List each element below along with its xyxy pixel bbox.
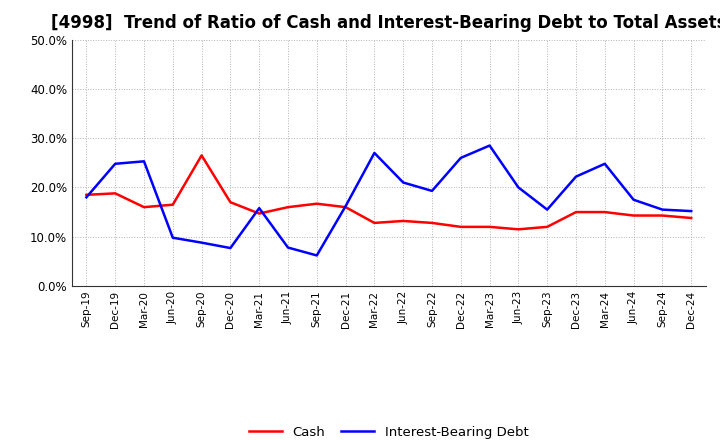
Cash: [312, 201, 321, 206]
Cash: [370, 220, 379, 226]
Cash: [658, 213, 667, 218]
Cash: [428, 220, 436, 226]
Interest-Bearing Debt: [456, 155, 465, 161]
Interest-Bearing Debt: [140, 159, 148, 164]
Interest-Bearing Debt: [312, 253, 321, 258]
Interest-Bearing Debt: [543, 207, 552, 212]
Legend: Cash, Interest-Bearing Debt: Cash, Interest-Bearing Debt: [244, 421, 534, 440]
Cash: [168, 202, 177, 207]
Interest-Bearing Debt: [370, 150, 379, 156]
Interest-Bearing Debt: [658, 207, 667, 212]
Cash: [456, 224, 465, 230]
Line: Cash: Cash: [86, 155, 691, 229]
Interest-Bearing Debt: [111, 161, 120, 166]
Title: [4998]  Trend of Ratio of Cash and Interest-Bearing Debt to Total Assets: [4998] Trend of Ratio of Cash and Intere…: [51, 15, 720, 33]
Cash: [399, 218, 408, 224]
Interest-Bearing Debt: [82, 194, 91, 200]
Interest-Bearing Debt: [399, 180, 408, 185]
Cash: [629, 213, 638, 218]
Line: Interest-Bearing Debt: Interest-Bearing Debt: [86, 146, 691, 256]
Cash: [341, 205, 350, 210]
Interest-Bearing Debt: [514, 185, 523, 190]
Cash: [600, 209, 609, 215]
Cash: [140, 205, 148, 210]
Cash: [111, 191, 120, 196]
Cash: [82, 192, 91, 198]
Interest-Bearing Debt: [168, 235, 177, 240]
Interest-Bearing Debt: [284, 245, 292, 250]
Cash: [197, 153, 206, 158]
Interest-Bearing Debt: [600, 161, 609, 166]
Cash: [226, 200, 235, 205]
Cash: [255, 211, 264, 216]
Cash: [485, 224, 494, 230]
Interest-Bearing Debt: [572, 174, 580, 179]
Cash: [514, 227, 523, 232]
Interest-Bearing Debt: [226, 246, 235, 251]
Cash: [572, 209, 580, 215]
Interest-Bearing Debt: [341, 204, 350, 209]
Interest-Bearing Debt: [197, 240, 206, 245]
Cash: [543, 224, 552, 230]
Cash: [687, 215, 696, 220]
Cash: [284, 205, 292, 210]
Interest-Bearing Debt: [255, 205, 264, 211]
Interest-Bearing Debt: [629, 197, 638, 202]
Interest-Bearing Debt: [485, 143, 494, 148]
Interest-Bearing Debt: [428, 188, 436, 194]
Interest-Bearing Debt: [687, 209, 696, 214]
